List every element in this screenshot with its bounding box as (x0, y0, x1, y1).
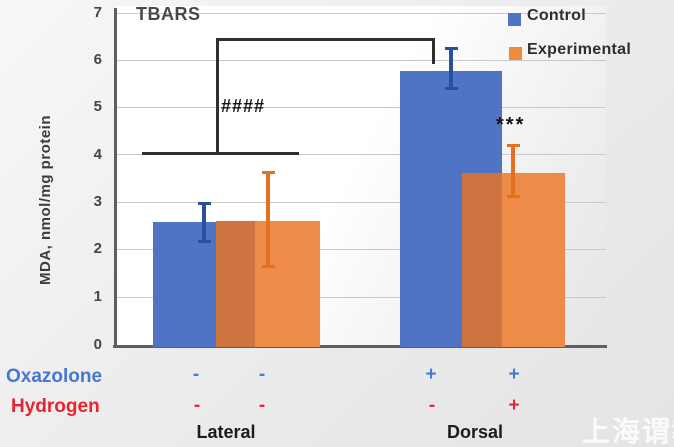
error-cap (445, 47, 458, 50)
error-cap (262, 171, 275, 174)
bracket-lateral-baseline (142, 152, 299, 155)
error-bar-control-lateral (202, 203, 206, 243)
hydrogen-sign-dorsal-control: - (428, 395, 436, 416)
y-axis-title: MDA, nmol/mg protein (37, 115, 54, 285)
bar-experimental-dorsal (462, 173, 565, 347)
legend-swatch-experimental-icon (509, 47, 522, 60)
bracket-top-horizontal (216, 38, 435, 41)
gridline-3 (116, 202, 606, 203)
legend-label-experimental: Experimental (527, 41, 632, 58)
gridline-4 (116, 154, 606, 155)
x-axis-line (113, 345, 607, 348)
significance-stars-annotation: *** (496, 114, 526, 136)
hydrogen-sign-lateral-control: - (193, 395, 201, 416)
gridline-5 (116, 107, 606, 108)
group-label-dorsal: Dorsal (446, 422, 504, 442)
row-label-hydrogen: Hydrogen (11, 396, 100, 417)
bracket-right-vertical (432, 38, 435, 64)
gridline-2 (116, 249, 606, 250)
error-cap (262, 265, 275, 268)
gridline-7 (116, 13, 606, 14)
legend-label-control: Control (527, 7, 586, 24)
oxazolone-sign-lateral-experimental: - (258, 364, 266, 385)
error-bar-experimental-dorsal (511, 145, 515, 198)
watermark-text: 上海谓教 (582, 416, 674, 447)
group-label-lateral: Lateral (196, 422, 256, 442)
significance-hash-annotation: #### (221, 96, 266, 116)
hydrogen-sign-lateral-experimental: - (258, 395, 266, 416)
y-tick-2: 2 (93, 240, 102, 257)
y-axis-line (114, 8, 117, 347)
chart-title: TBARS (136, 4, 201, 24)
y-tick-7: 7 (93, 4, 102, 21)
hydrogen-sign-dorsal-experimental: + (508, 395, 520, 416)
oxazolone-sign-dorsal-control: + (425, 364, 437, 385)
y-tick-1: 1 (93, 288, 102, 305)
gridline-1 (116, 297, 606, 298)
y-tick-5: 5 (93, 98, 102, 115)
oxazolone-sign-dorsal-experimental: + (508, 364, 520, 385)
y-tick-6: 6 (93, 51, 102, 68)
error-bar-experimental-lateral (266, 172, 270, 268)
error-cap (198, 202, 211, 205)
error-cap (507, 144, 520, 147)
y-tick-4: 4 (93, 146, 102, 163)
bracket-left-vertical (216, 38, 219, 155)
y-tick-0: 0 (93, 336, 102, 353)
y-tick-3: 3 (93, 193, 102, 210)
error-bar-control-dorsal (449, 48, 453, 90)
error-cap (445, 87, 458, 90)
error-cap (198, 240, 211, 243)
legend-swatch-control-icon (508, 13, 521, 26)
oxazolone-sign-lateral-control: - (192, 364, 200, 385)
row-label-oxazolone: Oxazolone (6, 366, 103, 387)
error-cap (507, 195, 520, 198)
gridline-6 (116, 60, 606, 61)
